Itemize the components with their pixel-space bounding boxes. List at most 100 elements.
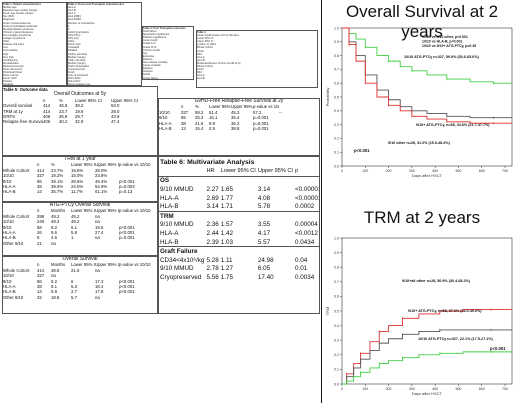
table4-line: 9/10 [197, 71, 203, 75]
x-axis-label: Days after HSCT [412, 173, 443, 178]
gvhd-row: HLA-B 13 15.4 2.5 38.8 p=0.001 [159, 126, 319, 131]
y-tick-label: 0.5 [334, 309, 339, 313]
os-cell: 86 [37, 278, 42, 284]
table6-table: Table 6: Multivariate Analysis HR Lower 9… [159, 157, 320, 282]
table5-title: Table 5: Outcome data [3, 87, 48, 92]
gvhd-cell: 21.6 [195, 120, 204, 126]
table2-line: HLA-C [68, 12, 76, 16]
table1-line: Donor CMV [3, 77, 17, 81]
atg-cell: 27.4 [95, 230, 104, 236]
gvhd-cell: 327 [181, 109, 189, 115]
table6-cell: 2.27 [206, 185, 219, 193]
os-row: HLA-A 38 8.1 5.3 18.4 p<0.001 [3, 284, 157, 289]
os-cell: 38.8 [51, 267, 60, 273]
table2-line: Median (range) [68, 61, 86, 65]
gvhd-cell: p=0.001 [253, 115, 269, 121]
trm-cell: 414 [37, 167, 45, 173]
table2-line: GvHD prophylaxis [68, 30, 89, 34]
table5-body: n% Lower 95% CI Upper 95% CI Overall surviv… [3, 98, 157, 125]
atg-row: HLA-A 26 9.6 5.8 27.4 p<0.001 [3, 230, 157, 235]
table6-row: 9/10 MMUD 2.78 1.27 6.05 0.01 [159, 265, 319, 274]
trm-cell: 49.4% [95, 178, 108, 184]
trm-cell: p=0.003 [119, 184, 135, 190]
trm-cell: 61.1% [95, 189, 108, 195]
atg-cell: 6.1 [71, 224, 77, 230]
atg-cell: 58 [37, 224, 42, 230]
gvhd-cell: 9.9 [209, 120, 215, 126]
table4-line: Acute GvHD Grade II-IV at 100 days [197, 34, 239, 38]
table3-line: Relapse [143, 57, 153, 61]
gvhd-cell: n [181, 104, 184, 110]
trm-cell: Whole Cohort [3, 167, 30, 173]
y-tick-label: 0.6 [334, 295, 339, 299]
table1-box: Table 1: Patient characteristics Median … [2, 2, 67, 86]
os-cell: na [51, 273, 56, 279]
atg-cell: 26 [37, 230, 42, 236]
trm-cell: n [37, 162, 40, 168]
table2-line: CD3+ cell dose [68, 58, 86, 62]
table2-line: Donor type [68, 43, 81, 47]
table3-line: Non-relapse mortality [143, 61, 168, 65]
table4-line: HLA-A [197, 74, 205, 78]
gvhd-cell: 16.1 [209, 115, 218, 121]
table5-cell: 19.6 [75, 108, 84, 114]
os-chart-title: Overall Survival at 2 years [345, 2, 499, 41]
table2-line: Other [68, 40, 75, 44]
table6-header-cell [159, 167, 205, 176]
table4-title: Table 4 [197, 31, 206, 34]
table5-cell: Overall survival [3, 103, 33, 109]
atg-cell: na [95, 213, 100, 219]
table3-title: Table 3: Post Transplant outcomes [143, 27, 186, 30]
p-value-label: p<0.001 [490, 346, 506, 351]
os-cell: 14 [37, 289, 42, 295]
gvhd-row: HLA-A 38 21.6 9.9 36.2 p=0.001 [159, 121, 319, 126]
os-cell: 327 [37, 273, 45, 279]
os-row: Whole Cohort 414 38.8 21.6 na [3, 268, 157, 273]
os-cell: 9.2 [51, 278, 57, 284]
trm-cell: 86 [37, 178, 42, 184]
table6-cell: 1.03 [220, 238, 233, 246]
table6-cell: 1.11 [220, 256, 233, 264]
table1-line: Very high [3, 55, 14, 59]
os-cell: 9/10 [3, 278, 12, 284]
legend-note: 10/10 vs HLA-B, p=0.001 [422, 39, 462, 43]
trm-cell: 38 [37, 184, 42, 190]
os-box: Overall Survival n Months Lower 95% CIUppe… [2, 256, 158, 314]
trm-row: 9/10 86 39.1% 28.6% 49.4% p<0.001 [3, 179, 157, 184]
table4-line: HLA-B [197, 58, 205, 62]
gvhd-cell: 38.8 [231, 126, 240, 132]
legend-note: 10/10 vs 9/10+ ATG-PTCy, p=0.35 [422, 44, 476, 48]
atg-cell: HLA-B [3, 235, 16, 241]
os-cell: 38 [37, 284, 42, 290]
table1-line: Intermediate [3, 49, 18, 53]
x-tick-label: 0 [341, 387, 343, 391]
atg-cell: p=0.001 [119, 235, 135, 241]
y-tick-label: 0.2 [334, 137, 339, 141]
atg-cell [71, 241, 95, 246]
table6-cell: <0.00001 [294, 185, 320, 193]
table5-cell: 414 [43, 103, 51, 109]
table5-cell: GRFS [3, 114, 15, 120]
table3-lines: Graft failure Neutrophil engraftment Plate… [143, 30, 193, 79]
atg-cell: 9.6 [51, 230, 57, 236]
table6-cell: 6.05 [257, 265, 271, 273]
table2-line: ATG only [68, 37, 79, 41]
table5-header-row: n% Lower 95% CI Upper 95% CI [3, 98, 157, 103]
table4-line: Lower 95% CI [197, 37, 214, 41]
table6-header-cell: Upper 95% CI [257, 168, 293, 175]
os-cell: 17.8 [95, 289, 104, 295]
os-cell [119, 295, 153, 300]
table5-row: Overall survival 414 45.8 38.2 53.0 [3, 103, 157, 108]
y-tick-label: 0.4 [334, 324, 339, 328]
table5-cell: 28.0 [111, 108, 120, 114]
table1-line: Other [3, 40, 10, 44]
trm-cell: 15.0% [71, 173, 84, 179]
atg-row: 10/10 240 49.2 49.2 na [3, 219, 157, 224]
os-cell: 21.6 [71, 267, 80, 273]
table6-header-cell: Lower 95% CI [220, 168, 256, 175]
gvhd-cell: Upper 95% CI [231, 104, 253, 110]
table6-section-row: Graft Failure [159, 246, 319, 256]
table5-cell: 32.9 [75, 119, 84, 125]
atg-cell: 4.6 [51, 235, 57, 241]
